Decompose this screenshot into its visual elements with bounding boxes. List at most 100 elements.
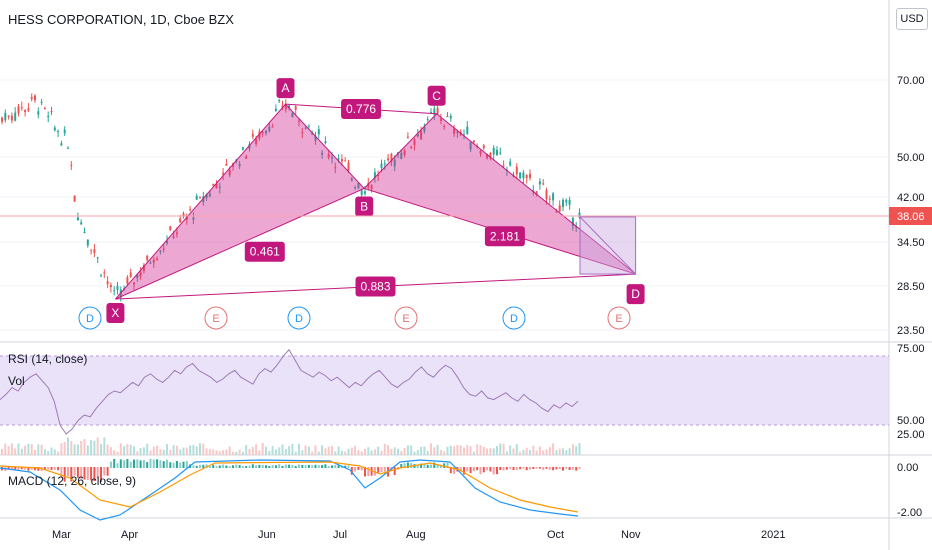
candle-body [274,108,277,112]
candle-body [340,158,343,162]
event-label: E [402,313,409,325]
volume-bar [159,449,162,455]
candle-body [496,149,498,156]
time-tick-label: Apr [121,529,138,541]
volume-bar [288,446,291,455]
macd-histogram-bar [578,467,581,469]
candle-body [116,285,119,290]
volume-bar [152,446,155,455]
volume-bar [499,443,502,455]
candle-body [86,239,89,246]
candle-body [103,272,106,274]
macd-histogram-bar [162,461,165,468]
macd-histogram-bar [416,464,419,468]
macd-histogram-bar [179,462,182,468]
volume-bar [558,448,561,455]
candle-body [146,255,149,261]
macd-histogram-bar [492,467,495,475]
macd-histogram-bar [364,467,366,477]
candle-body [4,112,7,121]
volume-bar [380,450,383,455]
volume-bar [357,449,360,455]
candle-body [456,131,459,134]
volume-bar [271,446,274,455]
macd-histogram-bar [169,462,172,468]
oscillator-axis: 75.00 50.00 25.00 0.00 -2.00 [897,343,925,519]
volume-bar [202,443,205,455]
volume-bar [100,443,102,455]
candle-body [568,200,571,205]
volume-bar [4,443,7,455]
macd-histogram-bar [238,465,241,468]
candle-body [331,157,333,159]
volume-bar [463,447,465,455]
candle-body [390,153,393,162]
candle-body [492,147,495,155]
volume-bar [294,451,297,455]
ratio-label: 2.181 [490,229,520,243]
rsi-tick-label: 50.00 [897,415,925,427]
volume-bar [489,448,492,455]
volume-bar [53,449,56,455]
macd-histogram-bar [185,460,188,468]
volume-bar [265,446,267,455]
macd-histogram-bar [278,464,281,468]
volume-bar [469,446,472,455]
candle-body [542,183,545,185]
macd-histogram-bar [420,463,423,468]
macd-histogram-bar [538,467,541,469]
candle-body [238,163,241,167]
candle-body [288,105,291,108]
macd-histogram-bar [347,465,350,468]
candle-body [489,152,492,158]
volume-bar [291,443,294,455]
volume-bar [519,451,522,455]
volume-bar [274,449,277,455]
price-axis: 70.00 50.00 42.00 34.50 28.50 23.50 [897,75,925,337]
candle-body [215,183,218,189]
price-tick-label: 28.50 [897,281,925,293]
harmonic-pattern: 0.461 0.776 2.181 0.883 X A B C D [106,78,645,324]
volume-bar [113,450,116,455]
macd-histogram-bar [149,458,152,468]
macd-histogram-bar [261,464,264,468]
macd-histogram-bar [235,464,238,468]
volume-bar [185,447,188,455]
macd-histogram-bar [47,467,50,470]
candle-body [413,139,416,145]
time-tick-label: Aug [406,529,426,541]
point-label: X [111,306,119,320]
volume-bar [311,451,314,455]
candle-body [63,129,66,134]
candle-body [538,181,541,185]
candle-body [284,103,287,110]
candle-body [261,132,264,134]
volume-bar [195,446,198,455]
macd-histogram-bar [146,462,149,468]
volume-bar [529,450,531,455]
candle-body [373,172,376,178]
macd-histogram-bar [271,465,274,468]
volume-bar [496,445,498,455]
candle-body [83,231,86,233]
signal-line [0,461,579,513]
macd-histogram-bar [53,467,56,470]
price-tick-label: 70.00 [897,75,925,87]
candle-body [552,193,555,201]
volume-bar [387,445,390,455]
candle-body [10,115,13,121]
point-badge [355,196,374,217]
macd-histogram-bar [562,467,564,471]
candle-body [383,163,386,165]
volume-bar [17,443,20,455]
candle-body [449,115,452,119]
macd-histogram-bar [512,467,515,471]
candle-body [271,126,274,128]
prz-diagonal [579,216,636,275]
macd-histogram-bar [100,467,102,482]
candle-body [156,258,159,261]
volume-bar [57,451,60,455]
volume-bar [27,443,30,455]
candle-body [360,190,363,196]
currency-button[interactable]: USD [896,8,928,30]
